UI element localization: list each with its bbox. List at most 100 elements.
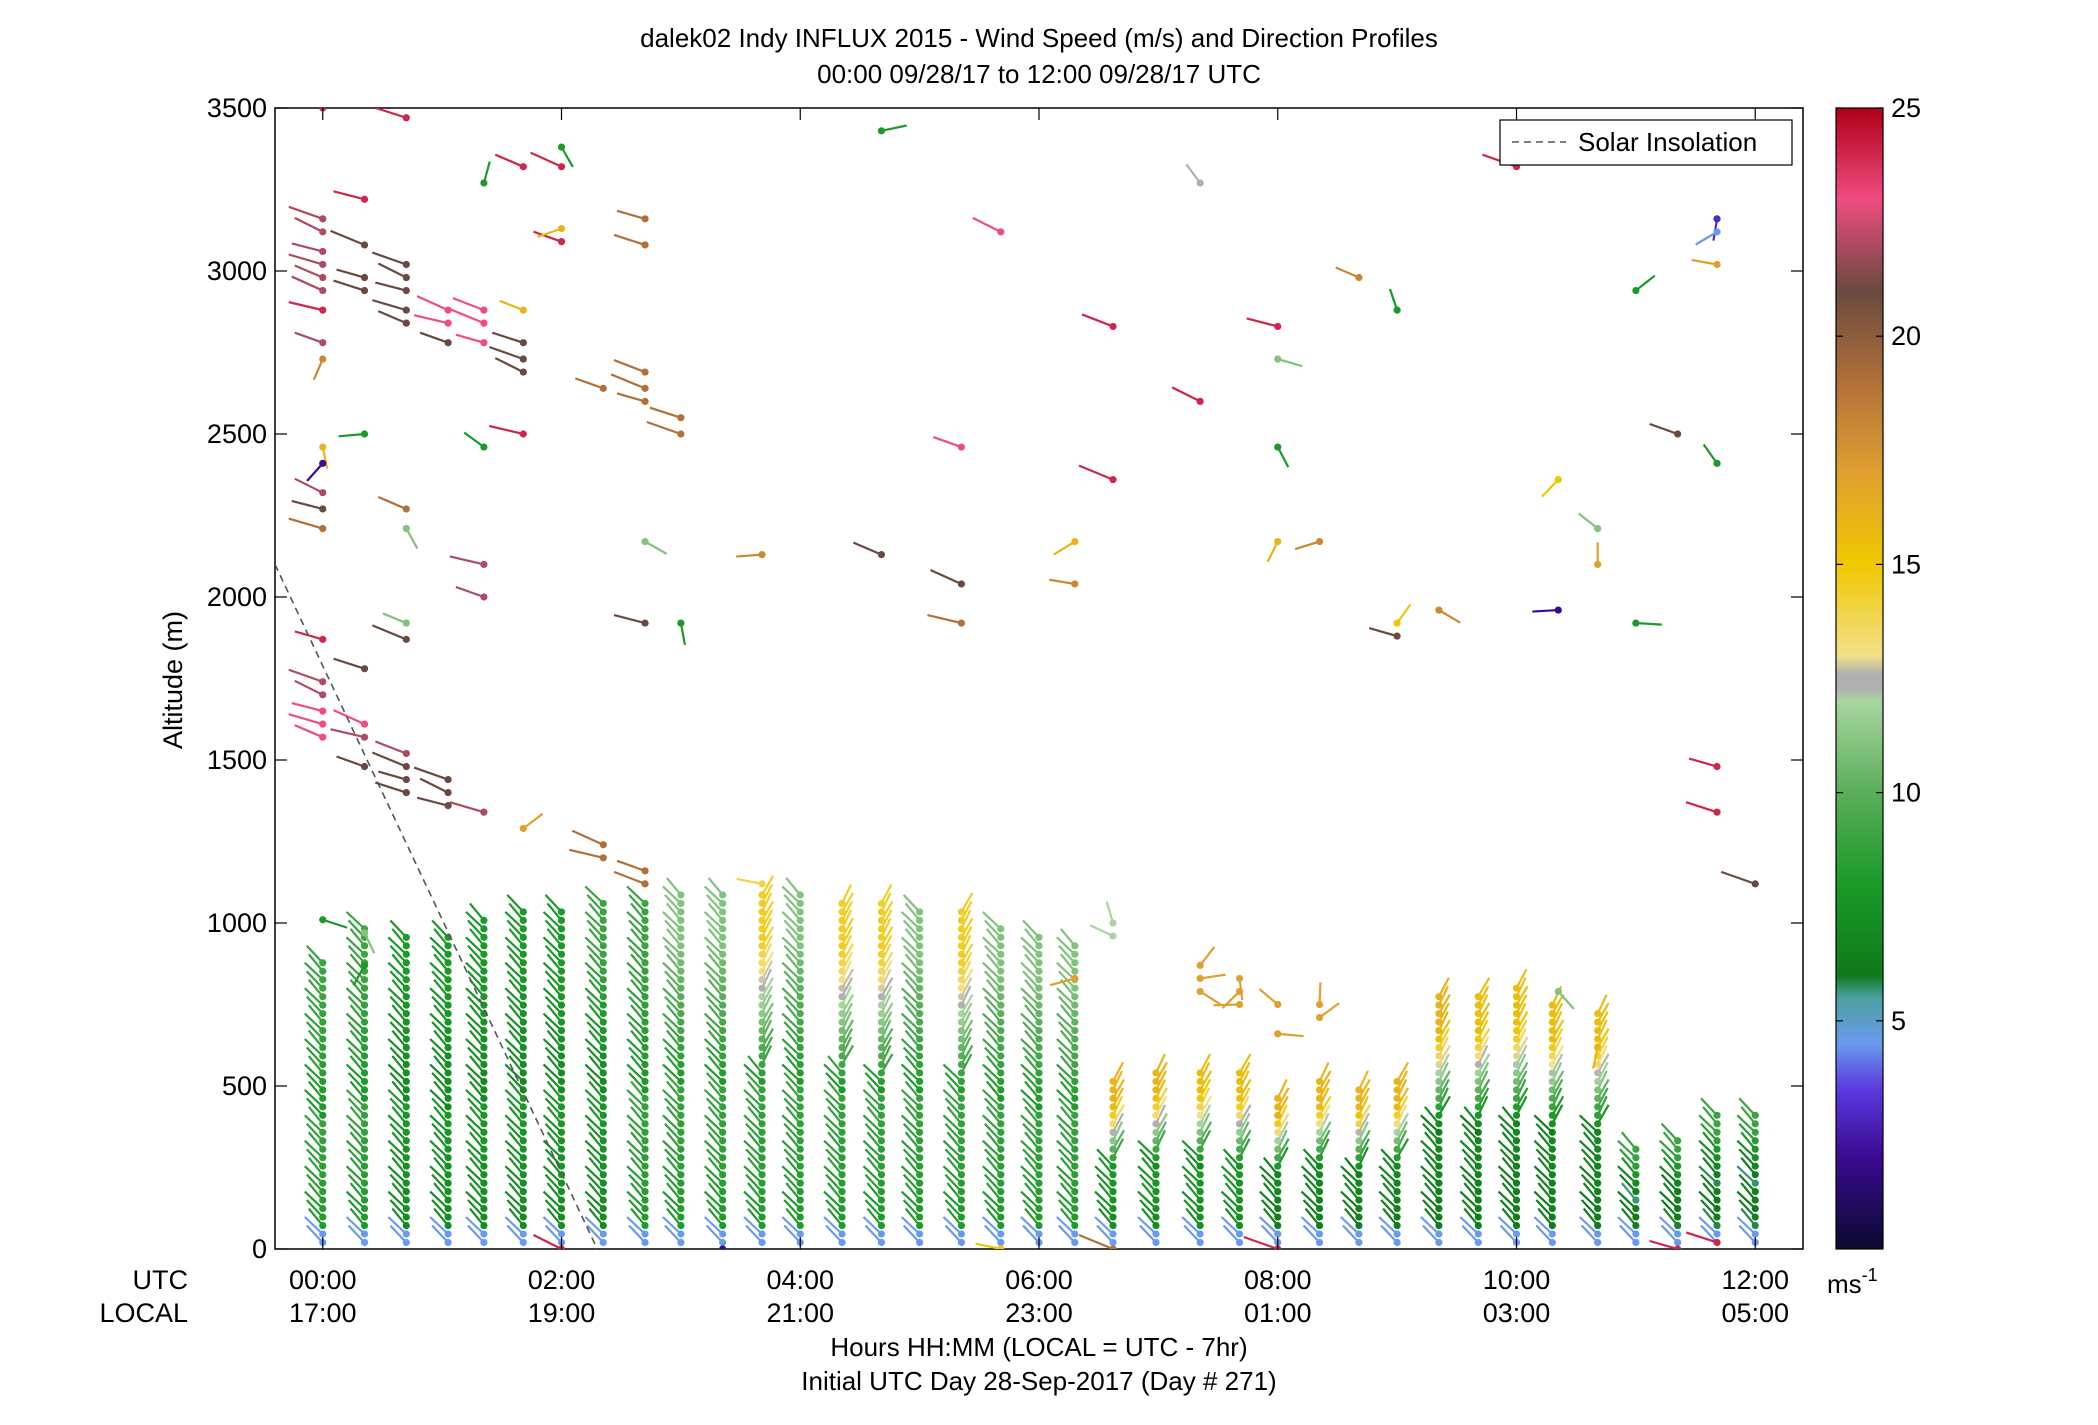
wind-barb-point bbox=[519, 976, 527, 984]
wind-barb-point bbox=[877, 1052, 886, 1060]
wind-barb-point bbox=[1435, 1154, 1443, 1162]
wind-barb-point bbox=[599, 1001, 607, 1009]
wind-barb-point bbox=[758, 1043, 766, 1052]
wind-barb bbox=[902, 1072, 921, 1091]
wind-barb-point bbox=[1071, 1204, 1079, 1213]
wind-barb-point bbox=[1548, 1154, 1556, 1162]
wind-barb-point bbox=[1315, 1145, 1324, 1153]
wind-barb bbox=[1262, 1156, 1279, 1176]
wind-barb-point bbox=[877, 1035, 886, 1043]
wind-barb-point bbox=[519, 1077, 527, 1086]
wind-barb bbox=[785, 1029, 802, 1049]
wind-barb-point bbox=[557, 1145, 566, 1153]
wind-barb bbox=[504, 911, 525, 930]
wind-barb-point bbox=[1109, 1086, 1117, 1094]
wind-barb bbox=[1685, 801, 1718, 814]
wind-barb-point bbox=[796, 950, 804, 958]
wind-barb-point bbox=[1632, 1238, 1640, 1247]
wind-barb-point bbox=[916, 950, 924, 958]
wind-barb-point bbox=[1594, 1094, 1602, 1102]
wind-barb bbox=[707, 1029, 724, 1049]
wind-barb-point bbox=[1393, 1221, 1401, 1230]
wind-barb-point bbox=[360, 241, 369, 249]
wind-barb-point bbox=[641, 1018, 649, 1026]
wind-barb-point bbox=[1355, 1221, 1363, 1230]
wind-barb-point bbox=[1632, 1188, 1640, 1196]
wind-barb bbox=[506, 1199, 525, 1218]
wind-barb-point bbox=[319, 524, 327, 533]
wind-barb-point bbox=[838, 984, 846, 992]
wind-barb-point bbox=[319, 1001, 327, 1009]
wind-barb bbox=[1736, 1216, 1757, 1235]
wind-barb-point bbox=[957, 984, 966, 992]
wind-barb bbox=[1344, 1182, 1360, 1201]
wind-barb bbox=[1112, 1104, 1125, 1125]
wind-barb-point bbox=[480, 916, 488, 924]
wind-barb-point bbox=[1393, 1196, 1401, 1204]
wind-barb bbox=[982, 1139, 1002, 1159]
wind-barb bbox=[1635, 274, 1656, 292]
wind-barb-point bbox=[758, 1086, 766, 1094]
wind-barb bbox=[431, 995, 449, 1015]
wind-barb-point bbox=[1512, 1035, 1521, 1043]
wind-barb-point bbox=[719, 1060, 727, 1069]
wind-barb bbox=[982, 1114, 1002, 1134]
wind-barb-point bbox=[719, 1179, 727, 1187]
wind-barb bbox=[628, 1123, 646, 1142]
wind-barb bbox=[465, 911, 485, 930]
wind-barb-point bbox=[1109, 1111, 1117, 1119]
x-tick-label-utc: 04:00 bbox=[766, 1265, 834, 1295]
wind-barb bbox=[781, 1038, 802, 1057]
wind-barb bbox=[1515, 985, 1529, 1006]
wind-barb-point bbox=[1751, 1171, 1759, 1179]
wind-barb-point bbox=[1071, 1026, 1079, 1035]
wind-barb bbox=[413, 314, 449, 325]
wind-barb-point bbox=[1751, 1179, 1759, 1187]
wind-barb-point bbox=[1548, 1238, 1556, 1247]
wind-barb-point bbox=[1196, 987, 1204, 996]
wind-barb bbox=[544, 894, 563, 913]
wind-barb bbox=[584, 1165, 605, 1184]
wind-barb-point bbox=[1109, 1179, 1117, 1187]
wind-barb bbox=[902, 1199, 921, 1218]
wind-barb-point bbox=[957, 1154, 966, 1162]
wind-barb-point bbox=[480, 942, 488, 950]
wind-barb-point bbox=[360, 1179, 369, 1187]
wind-barb bbox=[586, 1123, 605, 1142]
wind-barb-point bbox=[838, 1018, 846, 1026]
wind-barb-point bbox=[319, 959, 327, 967]
wind-barb bbox=[1096, 1224, 1114, 1244]
wind-barb bbox=[707, 1207, 724, 1227]
wind-barb-point bbox=[877, 1171, 886, 1179]
wind-barb-point bbox=[1035, 1171, 1043, 1179]
wind-barb-point bbox=[916, 1128, 924, 1136]
wind-barb-point bbox=[1235, 1213, 1244, 1221]
wind-barb-point bbox=[599, 1018, 607, 1026]
wind-barb-point bbox=[796, 1052, 804, 1060]
wind-barb-point bbox=[519, 1111, 527, 1119]
wind-barb bbox=[1277, 357, 1303, 368]
wind-barb bbox=[508, 1106, 525, 1125]
wind-barb-point bbox=[1196, 1128, 1204, 1136]
wind-barb bbox=[1515, 1061, 1529, 1082]
wind-barb bbox=[662, 1063, 682, 1083]
wind-barb bbox=[363, 932, 376, 954]
wind-barb-point bbox=[1474, 1060, 1482, 1069]
wind-barb bbox=[662, 987, 682, 1006]
wind-barb-point bbox=[1035, 993, 1043, 1001]
wind-barb-point bbox=[557, 942, 566, 950]
wind-barb-point bbox=[957, 1103, 966, 1111]
wind-barb-point bbox=[1315, 1077, 1324, 1086]
wind-barb bbox=[1022, 1072, 1040, 1091]
wind-barb-point bbox=[557, 163, 566, 171]
wind-barb-point bbox=[1393, 1077, 1401, 1086]
wind-barb bbox=[1059, 1004, 1076, 1023]
wind-barb bbox=[345, 987, 366, 1006]
wind-barb bbox=[1535, 1123, 1554, 1142]
wind-barb bbox=[703, 1089, 724, 1108]
wind-barb bbox=[449, 308, 485, 325]
wind-barb-point bbox=[1435, 1188, 1443, 1196]
wind-barb-point bbox=[360, 1001, 369, 1009]
wind-barb bbox=[1059, 1080, 1076, 1100]
